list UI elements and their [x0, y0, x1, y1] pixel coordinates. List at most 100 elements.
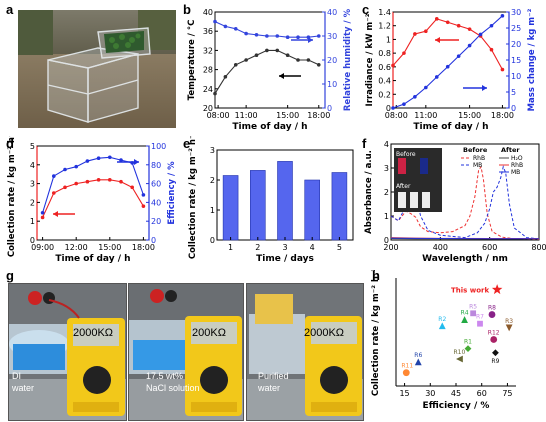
- chart-e-bar: [277, 161, 293, 241]
- chart-b-ytick-label: 24: [203, 85, 213, 94]
- chart-h-point-r2-label: R2: [438, 316, 446, 323]
- chart-h-ylabel: Collection rate / kg m⁻² h⁻¹: [371, 270, 381, 396]
- chart-c-series-2-point: [478, 32, 483, 37]
- chart-f-ytick-label: 3: [384, 164, 389, 173]
- chart-c-y2tick-label: 5: [511, 88, 516, 97]
- chart-d-series-1-point: [40, 215, 45, 220]
- chart-h-xtick-label: 30: [425, 389, 435, 398]
- chart-d-series-1-point: [63, 185, 67, 190]
- meter-photo-3: [246, 283, 364, 421]
- chart-b-y2tick-label: 0: [327, 104, 332, 113]
- chart-b-y2label: Relative humidity / %: [343, 8, 353, 111]
- chart-b-series-1-point: [296, 58, 300, 62]
- chart-b-y2tick-label: 10: [327, 80, 337, 89]
- chart-c-y2tick-label: 20: [511, 40, 521, 49]
- chart-d-series-2-point: [108, 155, 112, 160]
- chart-f-legend-header-before: Before: [463, 146, 488, 154]
- chart-e: 0 1 2 3 1 2 3 4 5 Time / days Collection rate / kg…: [188, 136, 354, 264]
- chart-c-series-1-line: [392, 18, 503, 70]
- chart-b-series-1-point: [316, 63, 321, 67]
- chart-b-series-2-point: [223, 24, 228, 29]
- chart-c-series-2-point: [434, 75, 439, 79]
- chart-d-left-arrow-head: [53, 211, 58, 217]
- chart-d-series-1-line: [42, 179, 144, 218]
- chart-h-point-r5: [470, 310, 477, 317]
- chart-d-series-2-point: [85, 159, 90, 163]
- chart-f-series-5-line: [390, 237, 539, 240]
- chart-d-series-1-point: [130, 185, 134, 190]
- chart-f-ytick-label: 2: [384, 188, 389, 197]
- chart-d-ytick-label: 2: [30, 198, 35, 207]
- chart-c-ytick-label: 0.6: [378, 63, 391, 72]
- chart-b-ytick-label: 32: [203, 46, 213, 55]
- chart-d-series-1-point: [108, 178, 112, 182]
- chart-e-ylabel: Collection rate / kg m⁻² h⁻¹: [188, 136, 198, 259]
- chart-b-series-2-point: [275, 34, 280, 38]
- chart-d-ylabel: Collection rate / kg m⁻² h⁻¹: [7, 136, 17, 257]
- chart-h-point-r9-label: R9: [491, 358, 499, 365]
- chart-c-series-2-line: [392, 15, 503, 109]
- chart-c-series-2-point: [500, 14, 505, 18]
- chart-d-xtick-label: 18:00: [132, 243, 155, 252]
- chart-d-y2tick-label: 0: [151, 236, 156, 245]
- chart-c-series-2-point: [489, 23, 494, 28]
- sample-caption-3-line1: Purified: [258, 371, 289, 381]
- panel-label-c: c: [362, 2, 370, 17]
- chart-d-series-1-point: [52, 191, 56, 195]
- chart-c-ylabel: Irradiance / kW m⁻²: [365, 13, 375, 106]
- chart-h-point-r6: [414, 358, 422, 366]
- chart-f-legend-label: RhB: [511, 162, 523, 169]
- chart-c-y2tick-label: 0: [511, 104, 516, 113]
- chart-f-inset-vial-after-1: [398, 192, 406, 208]
- chart-d-ytick-label: 5: [30, 142, 35, 151]
- chart-h-point-r6-label: R6: [414, 352, 422, 359]
- chart-b-series-1-point: [213, 91, 217, 96]
- chart-e-xtick-label: 1: [228, 243, 233, 252]
- chart-h-point-r7: [477, 320, 483, 327]
- chart-d-ytick-label: 4: [30, 161, 35, 170]
- chart-c-series-2-point: [413, 95, 417, 99]
- chart-h-point-r10: [456, 355, 463, 363]
- chart-h-point-r3: [505, 324, 513, 332]
- chart-d-series-2-point: [63, 167, 67, 172]
- device-photo-drawing: [18, 10, 176, 128]
- chart-h-point-r5-label: R5: [469, 303, 477, 310]
- chart-h-point-r8-label: R8: [488, 305, 496, 312]
- chart-b-series-1-point: [306, 58, 311, 62]
- chart-b-xlabel: Time of day / h: [232, 122, 307, 132]
- chart-h-xtick-label: 60: [477, 389, 487, 398]
- chart-d-ytick-label: 0: [30, 236, 35, 245]
- chart-b-series-1-line: [214, 49, 320, 94]
- chart-h-point-r11: [402, 369, 410, 377]
- chart-f-ytick-label: 1: [384, 212, 389, 221]
- chart-c-ytick-label: 1.4: [378, 8, 391, 17]
- chart-f-xtick-label: 400: [433, 243, 448, 252]
- chart-e-bar: [304, 179, 320, 241]
- chart-b-series-2-point: [296, 35, 300, 39]
- chart-h-point-r11-label: R11: [401, 363, 413, 370]
- chart-b-series-1-point: [275, 48, 280, 53]
- chart-b-ytick-label: 20: [203, 104, 213, 113]
- chart-b-series-1-point: [254, 53, 259, 57]
- chart-e-ytick-label: 0: [210, 236, 215, 245]
- chart-b-series-1-point: [285, 53, 290, 57]
- chart-d-y2tick-label: 60: [151, 180, 161, 189]
- panel-label-h: h: [372, 268, 380, 283]
- chart-f-ytick-label: 4: [384, 140, 389, 149]
- chart-b-xtick-label: 11:00: [235, 111, 258, 120]
- chart-d-series-2-point: [52, 174, 56, 178]
- chart-b-series-1-point: [223, 75, 228, 79]
- chart-h-point-r12: [490, 336, 498, 343]
- chart-h-point-r9: [492, 349, 499, 357]
- chart-c-left-arrow-head: [435, 37, 440, 43]
- chart-b-series-2-point: [316, 34, 321, 38]
- chart-c-series-2-point: [391, 106, 395, 110]
- chart-d-series-1-point: [141, 204, 146, 208]
- chart-f-legend-label: MB: [511, 169, 520, 176]
- chart-f-legend-header-after: After: [501, 146, 520, 154]
- chart-f-ylabel: Absorbance / a.u.: [364, 150, 374, 234]
- chart-c-series-1-point: [413, 32, 417, 36]
- chart-c-y2tick-label: 25: [511, 24, 521, 33]
- chart-c-series-1-point: [391, 63, 395, 68]
- chart-d-xtick-label: 12:00: [65, 243, 88, 252]
